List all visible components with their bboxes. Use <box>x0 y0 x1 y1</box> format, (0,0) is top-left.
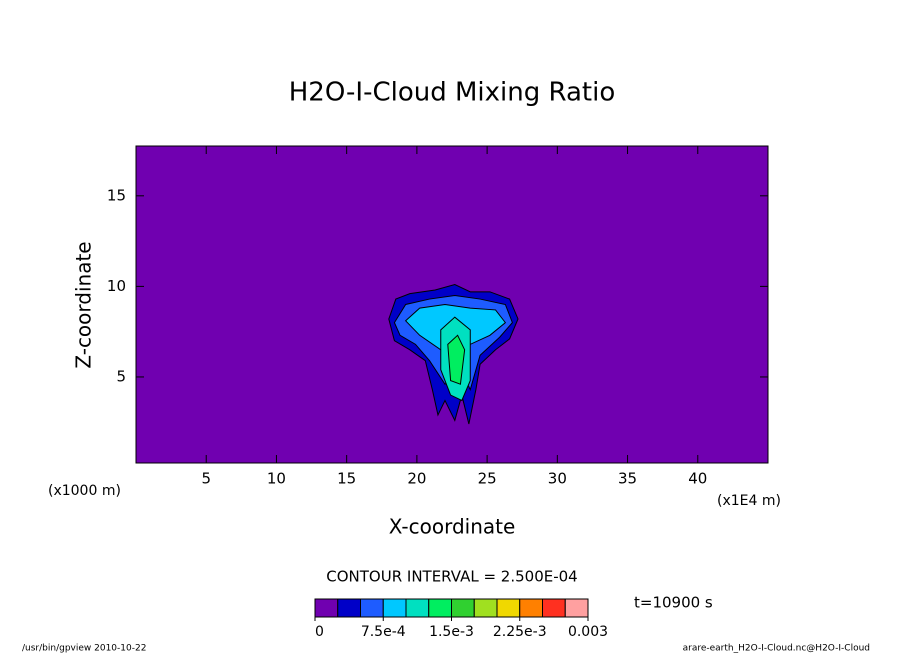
x-tick-label: 15 <box>337 470 356 488</box>
y-tick-label: 5 <box>116 367 126 385</box>
colorbar-box <box>382 598 407 618</box>
x-axis-label: X-coordinate <box>389 515 516 539</box>
plot-frame <box>135 145 769 464</box>
colorbar-box <box>564 598 589 618</box>
colorbar-box <box>496 598 521 618</box>
y-unit: (x1000 m) <box>48 483 121 499</box>
colorbar-box <box>337 598 361 618</box>
colorbar-box <box>405 598 430 618</box>
colorbar-tick-label: 0 <box>315 624 324 640</box>
y-tick-label: 10 <box>107 277 126 295</box>
footer-right: arare-earth_H2O-I-Cloud.nc@H2O-I-Cloud <box>683 644 870 654</box>
colorbar-tick-label: 2.25e-3 <box>493 624 547 640</box>
y-axis-label: Z-coordinate <box>72 241 96 368</box>
footer-left: /usr/bin/gpview 2010-10-22 <box>22 644 146 654</box>
contour-region <box>447 334 466 385</box>
x-tick-label: 10 <box>267 470 286 488</box>
y-tick-label: 15 <box>107 186 126 204</box>
colorbar-box <box>473 598 498 618</box>
x-unit: (x1E4 m) <box>717 493 781 509</box>
x-tick-label: 40 <box>688 470 707 488</box>
chart-title: H2O-I-Cloud Mixing Ratio <box>289 78 616 108</box>
colorbar-box <box>360 598 384 618</box>
x-tick-label: 30 <box>548 470 567 488</box>
x-tick-label: 20 <box>407 470 426 488</box>
x-tick-label: 35 <box>618 470 637 488</box>
colorbar-box <box>519 598 543 618</box>
colorbar-box <box>542 598 566 618</box>
x-tick-label: 25 <box>478 470 497 488</box>
colorbar-tick-label: 7.5e-4 <box>361 624 406 640</box>
colorbar-tick-label: 0.003 <box>568 624 608 640</box>
colorbar-box <box>314 598 339 618</box>
colorbar-tick-label: 1.5e-3 <box>429 624 474 640</box>
colorbar-box <box>428 598 452 618</box>
time-label: t=10900 s <box>634 594 713 612</box>
contour-interval: CONTOUR INTERVAL = 2.500E-04 <box>326 568 577 586</box>
colorbar-box <box>451 598 475 618</box>
x-tick-label: 5 <box>201 470 211 488</box>
